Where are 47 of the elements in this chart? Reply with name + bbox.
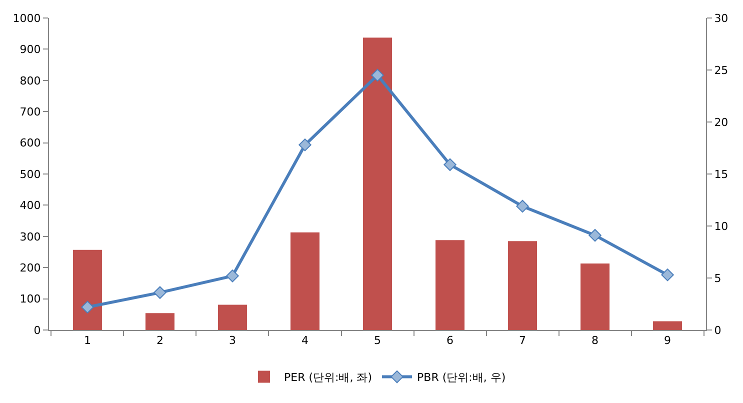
bar <box>363 38 392 330</box>
x-tick-label: 6 <box>446 334 454 348</box>
y-tick-label: 900 <box>20 43 41 56</box>
y-tick-label: 1000 <box>12 12 41 25</box>
legend-label: PBR (단위:배, 우) <box>417 371 506 384</box>
y-tick-label: 600 <box>20 136 41 150</box>
y2-tick-label: 15 <box>714 168 728 181</box>
bar <box>436 240 465 330</box>
bar <box>290 232 320 330</box>
legend-label: PER (단위:배, 좌) <box>284 371 372 384</box>
point <box>81 300 94 314</box>
x-tick-label: 1 <box>84 334 91 348</box>
x-tick-label: 5 <box>374 334 381 348</box>
bar <box>508 241 538 330</box>
point <box>588 229 602 242</box>
y-tick-label: 0 <box>34 324 41 337</box>
point <box>444 158 456 171</box>
y2-tick-label: 0 <box>714 324 722 337</box>
y-tick-label: 400 <box>20 199 41 212</box>
y2-tick-label: 5 <box>714 272 722 285</box>
bar <box>218 304 247 330</box>
y2-tick-label: 30 <box>714 12 728 25</box>
x-tick-label: 4 <box>301 334 308 348</box>
bar <box>653 321 682 330</box>
bar <box>72 250 102 330</box>
y2-tick-label: 25 <box>714 64 728 77</box>
y-tick-label: 100 <box>20 292 41 306</box>
y2-tick-label: 10 <box>714 220 728 233</box>
point <box>371 68 384 82</box>
y-tick-label: 300 <box>20 230 41 244</box>
point <box>516 200 529 213</box>
y2-tick-label: 20 <box>714 116 728 129</box>
point <box>298 138 312 152</box>
x-tick-label: 8 <box>592 334 599 348</box>
y-tick-label: 800 <box>20 74 41 88</box>
point <box>661 268 674 282</box>
y-tick-label: 200 <box>20 261 41 274</box>
y-tick-label: 500 <box>20 168 41 181</box>
x-tick-label: 2 <box>156 334 164 348</box>
bar <box>580 264 610 330</box>
y-tick-label: 700 <box>20 105 41 118</box>
bar <box>145 313 174 330</box>
x-tick-label: 3 <box>228 334 236 348</box>
x-tick-label: 7 <box>519 334 526 348</box>
x-tick-label: 9 <box>664 334 672 348</box>
point <box>226 270 239 282</box>
point <box>154 286 166 299</box>
